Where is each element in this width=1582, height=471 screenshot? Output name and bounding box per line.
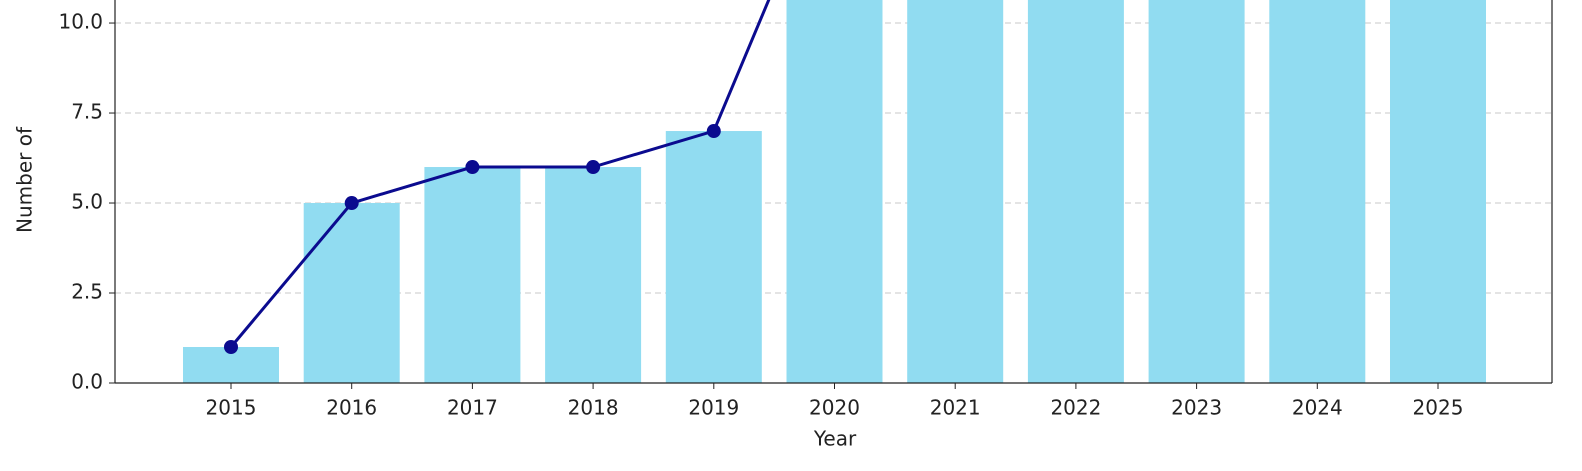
x-tick-label: 2025	[1413, 396, 1464, 420]
marker	[706, 124, 721, 139]
line	[229, 0, 771, 348]
y-tick-label: 0.0	[71, 370, 103, 394]
y-tick-label: 2.5	[71, 280, 103, 304]
marker	[465, 160, 480, 175]
plot-area	[183, 0, 1486, 383]
bar	[1390, 0, 1486, 383]
x-tick-label: 2015	[206, 396, 257, 420]
bar	[1148, 0, 1245, 383]
bar	[665, 131, 762, 383]
x-tick-label: 2021	[930, 396, 981, 420]
marker	[224, 340, 238, 355]
marker	[344, 196, 359, 211]
y-tick-label: 7.5	[71, 100, 103, 124]
y-axis-label: Number of	[13, 126, 37, 233]
x-tick-label: 2022	[1050, 396, 1101, 420]
bar	[1027, 0, 1124, 383]
marker	[586, 160, 601, 175]
x-tick-label: 2016	[326, 396, 377, 420]
bar	[424, 167, 521, 383]
y-tick-label: 5.0	[71, 190, 103, 214]
x-axis-label: Year	[813, 427, 857, 451]
x-tick-label: 2024	[1292, 396, 1343, 420]
x-tick-label: 2018	[568, 396, 619, 420]
x-tick-label: 2023	[1171, 396, 1222, 420]
x-tick-label: 2020	[809, 396, 860, 420]
x-tick-label: 2017	[447, 396, 498, 420]
bar	[786, 0, 883, 383]
bar	[907, 0, 1004, 383]
x-tick-label: 2019	[688, 396, 739, 420]
bar	[545, 167, 642, 383]
y-tick-label: 10.0	[58, 10, 103, 34]
bar	[1269, 0, 1366, 383]
bar	[303, 203, 400, 383]
